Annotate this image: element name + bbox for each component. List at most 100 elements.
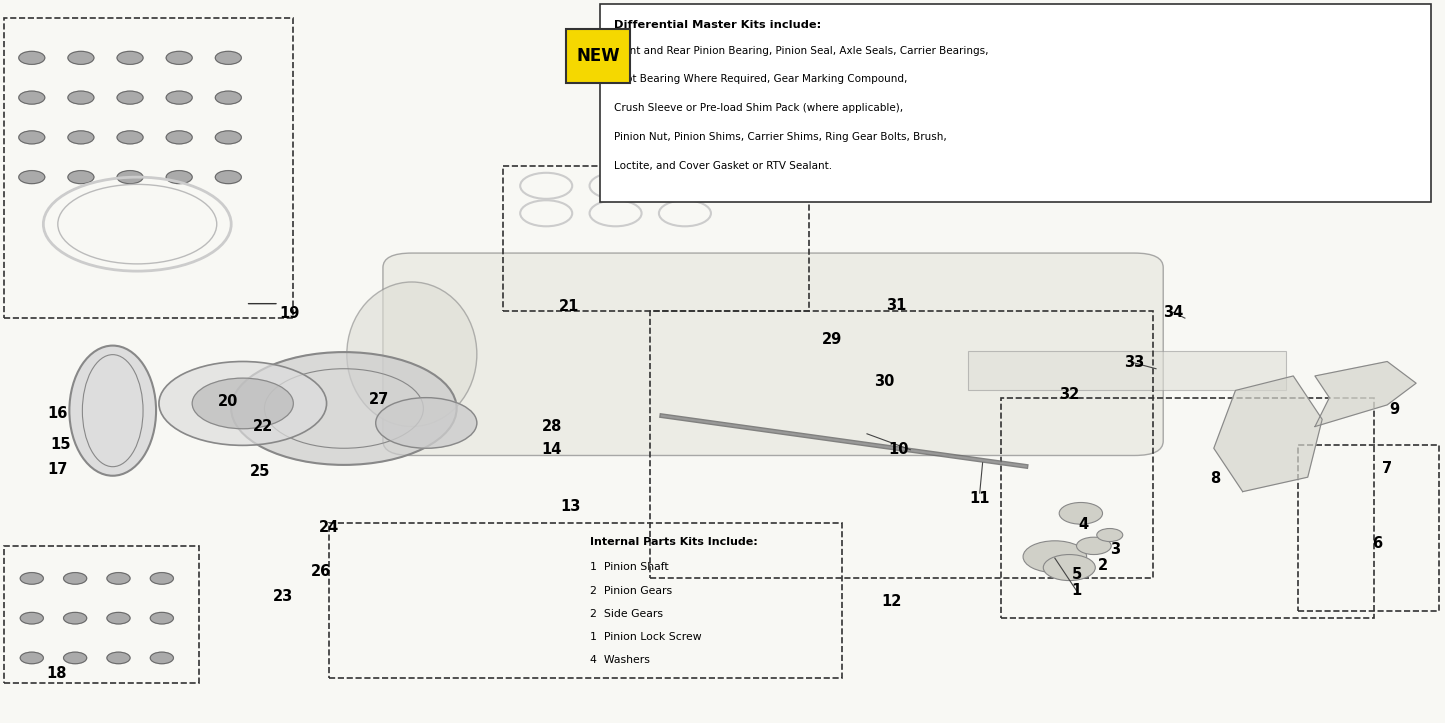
Circle shape bbox=[150, 652, 173, 664]
Text: 30: 30 bbox=[874, 375, 894, 389]
Text: 31: 31 bbox=[886, 298, 906, 312]
Circle shape bbox=[1059, 502, 1103, 524]
Text: 1  Pinion Lock Screw: 1 Pinion Lock Screw bbox=[590, 632, 701, 642]
Text: 14: 14 bbox=[542, 442, 562, 457]
Text: 10: 10 bbox=[889, 442, 909, 457]
Bar bbox=[329, 523, 842, 678]
Text: 21: 21 bbox=[559, 299, 579, 314]
Text: Pilot Bearing Where Required, Gear Marking Compound,: Pilot Bearing Where Required, Gear Marki… bbox=[614, 74, 907, 85]
FancyBboxPatch shape bbox=[383, 253, 1163, 455]
Text: 20: 20 bbox=[218, 395, 238, 409]
Text: 1  Pinion Shaft: 1 Pinion Shaft bbox=[590, 562, 668, 573]
Bar bbox=[968, 351, 1286, 390]
Text: 25: 25 bbox=[250, 464, 270, 479]
Circle shape bbox=[376, 398, 477, 448]
Text: 26: 26 bbox=[311, 564, 331, 578]
Circle shape bbox=[192, 378, 293, 429]
Circle shape bbox=[150, 612, 173, 624]
Text: 6: 6 bbox=[1371, 536, 1383, 551]
Text: 24: 24 bbox=[319, 521, 340, 535]
Text: 3: 3 bbox=[1110, 542, 1121, 557]
Circle shape bbox=[166, 171, 192, 184]
Text: 29: 29 bbox=[822, 333, 842, 347]
Circle shape bbox=[117, 51, 143, 64]
Circle shape bbox=[20, 573, 43, 584]
Circle shape bbox=[215, 131, 241, 144]
Text: 1: 1 bbox=[1071, 583, 1082, 598]
Text: 28: 28 bbox=[542, 419, 562, 434]
Polygon shape bbox=[1214, 376, 1322, 492]
Bar bbox=[4, 18, 293, 318]
Circle shape bbox=[231, 352, 457, 465]
Text: 22: 22 bbox=[253, 419, 273, 434]
Text: 27: 27 bbox=[368, 392, 389, 406]
Circle shape bbox=[117, 171, 143, 184]
Text: 18: 18 bbox=[46, 666, 66, 681]
Circle shape bbox=[19, 51, 45, 64]
Text: 7: 7 bbox=[1381, 461, 1393, 476]
Ellipse shape bbox=[347, 282, 477, 427]
Circle shape bbox=[107, 612, 130, 624]
Circle shape bbox=[64, 612, 87, 624]
Circle shape bbox=[68, 91, 94, 104]
Circle shape bbox=[107, 573, 130, 584]
Text: 19: 19 bbox=[279, 306, 299, 320]
Circle shape bbox=[215, 171, 241, 184]
Text: 34: 34 bbox=[1163, 305, 1183, 320]
Circle shape bbox=[215, 51, 241, 64]
FancyBboxPatch shape bbox=[566, 29, 630, 83]
Circle shape bbox=[20, 652, 43, 664]
Text: 15: 15 bbox=[51, 437, 71, 452]
Text: 12: 12 bbox=[881, 594, 902, 609]
Circle shape bbox=[19, 131, 45, 144]
Text: Loctite, and Cover Gasket or RTV Sealant.: Loctite, and Cover Gasket or RTV Sealant… bbox=[614, 161, 832, 171]
Text: 11: 11 bbox=[970, 492, 990, 506]
Circle shape bbox=[20, 612, 43, 624]
Circle shape bbox=[166, 131, 192, 144]
Text: 5: 5 bbox=[1071, 568, 1082, 582]
Text: 13: 13 bbox=[561, 499, 581, 513]
Circle shape bbox=[68, 171, 94, 184]
Text: 17: 17 bbox=[48, 463, 68, 477]
Text: 33: 33 bbox=[1124, 356, 1144, 370]
Circle shape bbox=[107, 652, 130, 664]
Circle shape bbox=[150, 573, 173, 584]
Circle shape bbox=[1043, 555, 1095, 581]
Circle shape bbox=[166, 91, 192, 104]
Text: Crush Sleeve or Pre-load Shim Pack (where applicable),: Crush Sleeve or Pre-load Shim Pack (wher… bbox=[614, 103, 903, 114]
Text: Front and Rear Pinion Bearing, Pinion Seal, Axle Seals, Carrier Bearings,: Front and Rear Pinion Bearing, Pinion Se… bbox=[614, 46, 988, 56]
Text: NEW: NEW bbox=[577, 47, 620, 65]
Bar bbox=[650, 311, 1153, 578]
Text: 23: 23 bbox=[273, 589, 293, 604]
Polygon shape bbox=[1315, 362, 1416, 427]
Circle shape bbox=[68, 131, 94, 144]
Text: 9: 9 bbox=[1389, 403, 1400, 417]
Circle shape bbox=[19, 91, 45, 104]
Circle shape bbox=[64, 652, 87, 664]
Bar bbox=[503, 166, 809, 311]
Bar bbox=[600, 4, 1431, 202]
Text: 2  Side Gears: 2 Side Gears bbox=[590, 609, 663, 619]
Text: Internal Parts Kits Include:: Internal Parts Kits Include: bbox=[590, 537, 757, 547]
Circle shape bbox=[1097, 529, 1123, 542]
Circle shape bbox=[117, 91, 143, 104]
Circle shape bbox=[64, 573, 87, 584]
Circle shape bbox=[117, 131, 143, 144]
Text: Pinion Nut, Pinion Shims, Carrier Shims, Ring Gear Bolts, Brush,: Pinion Nut, Pinion Shims, Carrier Shims,… bbox=[614, 132, 946, 142]
Text: 32: 32 bbox=[1059, 387, 1079, 401]
Ellipse shape bbox=[69, 346, 156, 476]
Text: Differential Master Kits include:: Differential Master Kits include: bbox=[614, 20, 821, 30]
Circle shape bbox=[68, 51, 94, 64]
Text: 4  Washers: 4 Washers bbox=[590, 655, 649, 665]
Bar bbox=[1001, 398, 1374, 618]
Circle shape bbox=[19, 171, 45, 184]
Text: 4: 4 bbox=[1078, 518, 1090, 532]
Bar bbox=[1298, 445, 1439, 611]
Circle shape bbox=[159, 362, 327, 445]
Text: 16: 16 bbox=[48, 406, 68, 421]
Circle shape bbox=[166, 51, 192, 64]
Circle shape bbox=[215, 91, 241, 104]
Circle shape bbox=[1023, 541, 1087, 573]
Circle shape bbox=[1077, 537, 1111, 555]
Text: 2  Pinion Gears: 2 Pinion Gears bbox=[590, 586, 672, 596]
